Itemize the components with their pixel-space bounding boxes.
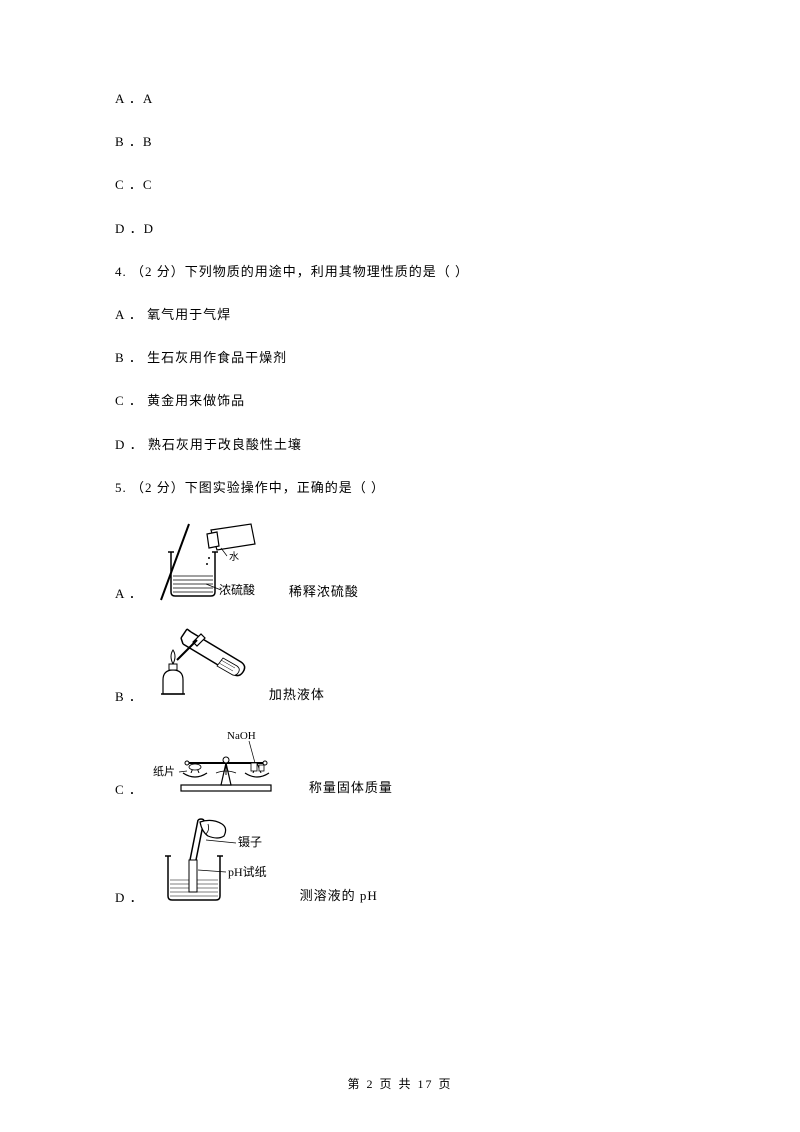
q4-stem: 4. （2 分）下列物质的用途中，利用其物理性质的是（ ）: [115, 263, 685, 281]
svg-text:镊子: 镊子: [238, 835, 262, 849]
dilute-sulfuric-acid-diagram: 水 浓硫酸: [151, 522, 281, 602]
q5-b-prefix: B ．: [115, 686, 143, 705]
q4-option-b: B ． 生石灰用作食品干燥剂: [115, 349, 685, 367]
q5-d-prefix: D ．: [115, 887, 144, 906]
q4-option-c: C ． 黄金用来做饰品: [115, 392, 685, 410]
svg-text:水: 水: [229, 551, 239, 563]
ph-test-diagram: 镊子 pH试纸: [152, 816, 292, 906]
q5-a-prefix: A ．: [115, 583, 143, 602]
q4-option-d: D ． 熟石灰用于改良酸性土壤: [115, 436, 685, 454]
q3-option-c: C ．C: [115, 176, 685, 194]
q5-c-desc: 称量固体质量: [309, 777, 393, 798]
svg-text:纸片: 纸片: [153, 765, 175, 778]
q5-a-desc: 稀释浓硫酸: [289, 581, 359, 602]
q5-b-desc: 加热液体: [269, 684, 325, 705]
q5-option-a-row: A ． 水 浓硫酸 稀释浓硫酸: [115, 522, 685, 602]
svg-text:NaOH: NaOH: [227, 730, 256, 742]
q5-option-d-row: D ． 镊子 pH试纸 测溶液的 pH: [115, 816, 685, 906]
q5-option-b-row: B ． 加热液体: [115, 620, 685, 705]
q5-stem: 5. （2 分）下图实验操作中，正确的是（ ）: [115, 479, 685, 497]
q3-option-b: B ．B: [115, 133, 685, 151]
svg-text:pH试纸: pH试纸: [228, 864, 267, 879]
balance-scale-diagram: 纸片 NaOH: [151, 723, 301, 798]
q3-option-d: D ．D: [115, 220, 685, 238]
page-footer: 第 2 页 共 17 页: [0, 1075, 800, 1092]
svg-text:浓硫酸: 浓硫酸: [219, 582, 255, 597]
q5-option-c-row: C ． 纸片 NaOH: [115, 723, 685, 798]
q4-option-a: A ． 氧气用于气焊: [115, 306, 685, 324]
q3-option-a: A ．A: [115, 90, 685, 108]
q5-c-prefix: C ．: [115, 779, 143, 798]
heat-liquid-diagram: [151, 620, 261, 705]
q5-d-desc: 测溶液的 pH: [300, 885, 378, 906]
